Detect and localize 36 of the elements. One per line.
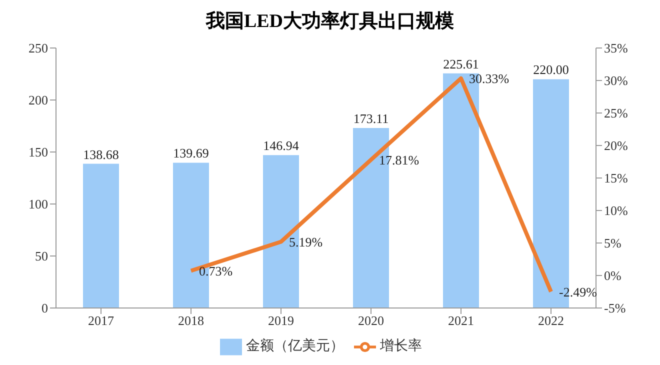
data-label: 173.11 <box>353 110 389 126</box>
data-label: 0.73% <box>199 263 233 278</box>
y2-tick-label: 5% <box>604 236 622 251</box>
y-tick-label: 0 <box>42 300 48 316</box>
y2-tick-label: 25% <box>604 106 628 121</box>
y-tick-label: 200 <box>28 92 48 108</box>
x-tick-label: 2019 <box>268 313 294 328</box>
data-label: -2.49% <box>559 284 598 300</box>
legend-label: 金额（亿美元） <box>246 339 344 354</box>
chart-title: 我国LED大功率灯具出口规模 <box>204 10 456 34</box>
legend-label: 增长率 <box>380 339 422 354</box>
y2-tick-label: 0% <box>604 268 622 284</box>
y2-tick-label: 15% <box>604 170 628 186</box>
y-tick-label: 100 <box>28 196 48 212</box>
data-label: 138.68 <box>83 146 119 162</box>
y2-tick-label: 30% <box>604 73 628 88</box>
y-tick-label: 150 <box>28 144 48 160</box>
data-label: 220.00 <box>533 62 569 78</box>
data-label: 146.94 <box>263 138 300 154</box>
x-tick-label: 2022 <box>538 313 564 328</box>
y2-tick-label: 20% <box>604 138 628 154</box>
data-label: 225.61 <box>443 56 479 72</box>
y-tick-label: 250 <box>28 40 48 56</box>
data-label: 5.19% <box>289 234 323 250</box>
x-tick-label: 2020 <box>358 313 384 328</box>
y2-tick-label: 35% <box>604 40 628 56</box>
y2-tick-label: 10% <box>604 203 628 218</box>
bar <box>83 164 119 308</box>
data-label: 139.69 <box>173 146 209 161</box>
x-tick-label: 2017 <box>88 313 114 328</box>
y2-tick-label: -5% <box>604 300 626 316</box>
x-tick-label: 2018 <box>178 313 204 328</box>
data-label: 30.33% <box>469 70 510 86</box>
x-tick-label: 2021 <box>448 313 474 328</box>
y-tick-label: 50 <box>35 248 48 264</box>
data-label: 17.81% <box>379 152 420 168</box>
